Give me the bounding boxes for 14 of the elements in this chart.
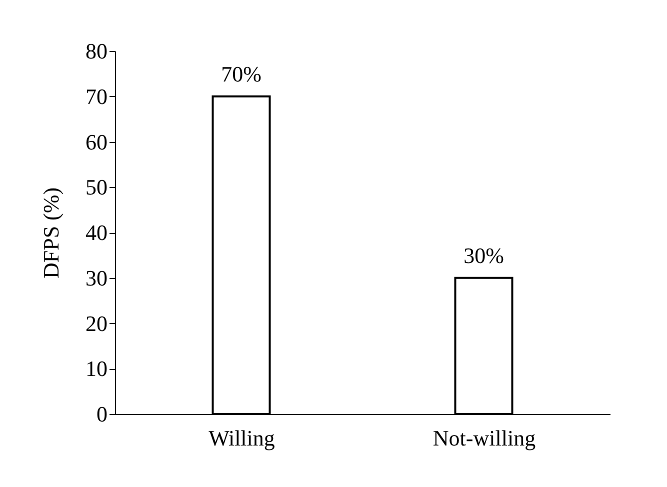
y-tick-label: 70	[86, 84, 108, 109]
y-axis-title: DFPS (%)	[38, 187, 64, 279]
y-tick-label: 20	[86, 310, 108, 336]
data-label: 70%	[221, 61, 262, 86]
y-tick-label: 0	[96, 402, 108, 426]
y-tick-label: 30	[86, 265, 108, 290]
y-tick-label: 80	[86, 38, 108, 64]
x-tick-label: Willing	[208, 426, 275, 450]
data-label: 30%	[464, 242, 504, 268]
x-tick-label: Not-willing	[432, 426, 536, 450]
y-tick-label: 10	[86, 356, 108, 382]
y-tick-label: 60	[86, 129, 108, 154]
y-tick-label: 50	[86, 174, 108, 200]
y-tick-label: 40	[86, 220, 108, 245]
